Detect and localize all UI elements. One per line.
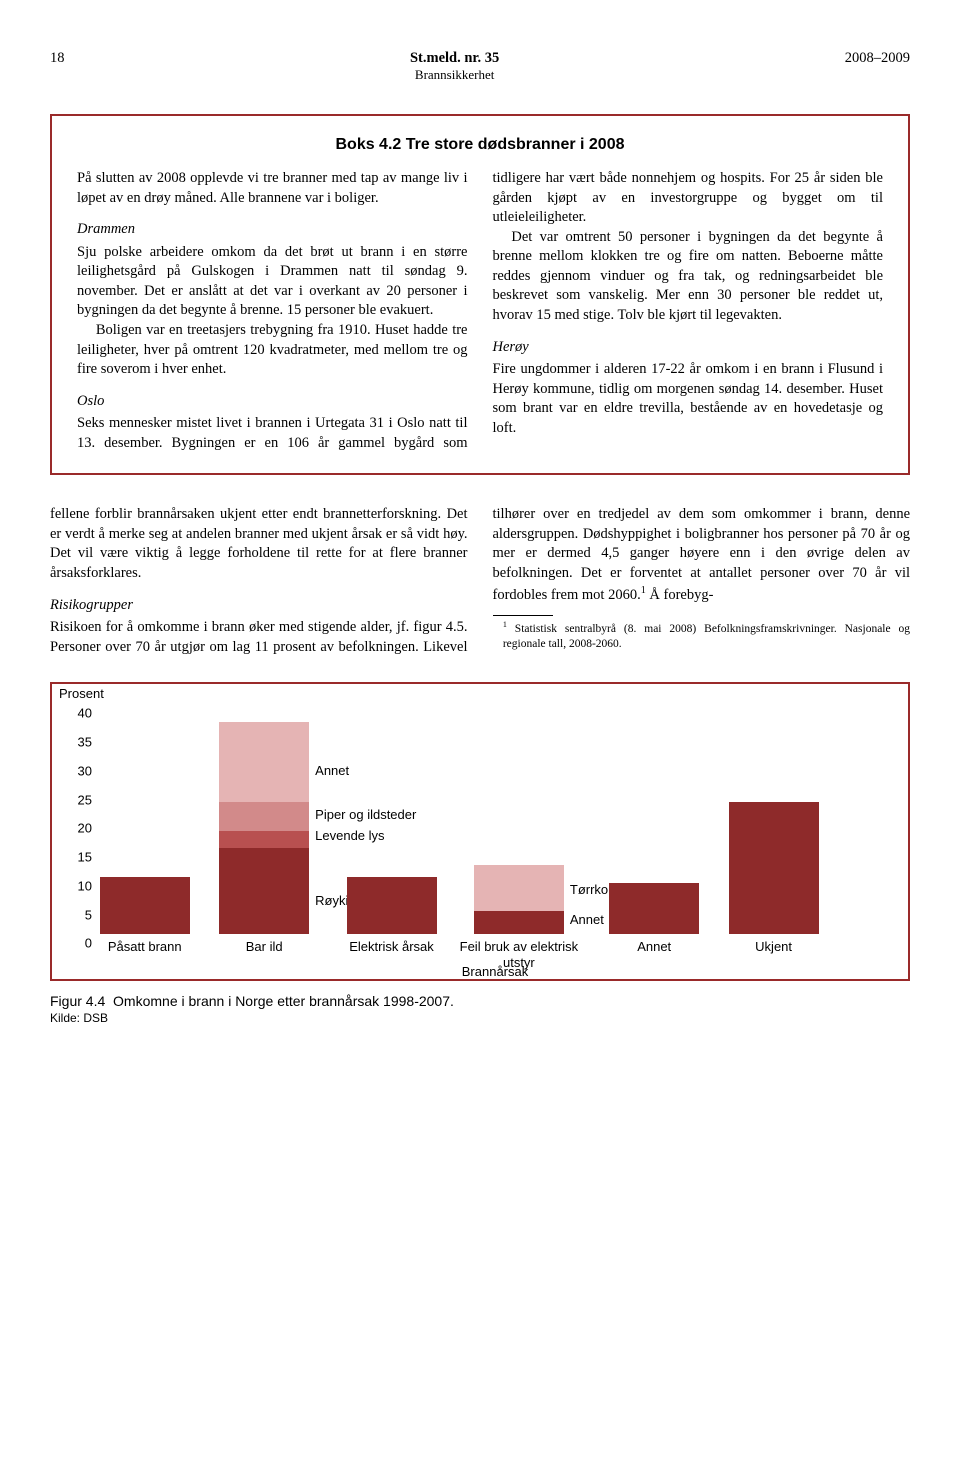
doc-subtitle: Brannsikkerhet <box>415 67 494 82</box>
x-axis-title: Brannårsak <box>97 964 893 979</box>
boks-h-heroy: Herøy <box>493 338 884 358</box>
category-label: Elektrisk årsak <box>349 934 434 955</box>
figure-caption: Figur 4.4 Omkomne i brann i Norge etter … <box>50 993 910 1009</box>
figure-text: Omkomne i brann i Norge etter brannårsak… <box>113 993 454 1009</box>
boks-h-oslo: Oslo <box>77 392 468 412</box>
bar-segment <box>219 802 309 831</box>
y-tick: 30 <box>67 763 92 778</box>
category-label: Ukjent <box>755 934 792 955</box>
y-tick: 0 <box>67 936 92 951</box>
bar-segment <box>609 883 699 935</box>
boks-body: På slutten av 2008 opplevde vi tre brann… <box>77 169 883 453</box>
segment-label: Annet <box>570 912 604 927</box>
figure-source: Kilde: DSB <box>50 1011 910 1025</box>
category-label: Bar ild <box>246 934 283 955</box>
boks-4-2: Boks 4.2 Tre store dødsbranner i 2008 På… <box>50 114 910 475</box>
y-tick: 15 <box>67 850 92 865</box>
bar-segment <box>219 831 309 848</box>
y-tick: 20 <box>67 821 92 836</box>
bar-segment <box>219 848 309 934</box>
boks-p3: Boligen var en treetasjers trebygning fr… <box>77 321 468 380</box>
footnote-rule <box>493 615 553 616</box>
boks-p5: Det var omtrent 50 personer i bygningen … <box>493 228 884 326</box>
body-columns: fellene forblir brannårsaken ukjent ette… <box>50 505 910 657</box>
boks-h-drammen: Drammen <box>77 220 468 240</box>
body-h-risiko: Risikogrupper <box>50 596 468 616</box>
body-p1: fellene forblir brannårsaken ukjent ette… <box>50 505 468 583</box>
y-tick: 10 <box>67 878 92 893</box>
body-p2-tail: Å forebyg- <box>646 586 714 602</box>
page-number: 18 <box>50 50 65 84</box>
bar-segment <box>474 865 564 911</box>
boks-p2: Sju polske arbeidere omkom da det brøt u… <box>77 243 468 321</box>
y-tick: 40 <box>67 706 92 721</box>
footnote-1: 1 Statistisk sentralbyrå (8. mai 2008) B… <box>493 620 911 653</box>
doc-year: 2008–2009 <box>845 50 910 84</box>
y-axis-label: Prosent <box>59 686 104 701</box>
bar-segment <box>729 802 819 934</box>
boks-p6: Fire ungdommer i alderen 17-22 år omkom … <box>493 360 884 438</box>
boks-title: Boks 4.2 Tre store dødsbranner i 2008 <box>77 136 883 154</box>
segment-label: Annet <box>315 763 349 778</box>
footnote-num: 1 <box>503 620 507 629</box>
boks-p1: På slutten av 2008 opplevde vi tre brann… <box>77 169 468 208</box>
segment-label: Piper og ildsteder <box>315 807 416 822</box>
bar-segment <box>219 722 309 803</box>
chart-area: Prosent 0510152025303540Påsatt brannRøyk… <box>97 694 893 974</box>
plot: 0510152025303540Påsatt brannRøykingLeven… <box>97 704 893 934</box>
y-tick: 25 <box>67 792 92 807</box>
category-label: Annet <box>637 934 671 955</box>
footnote-text: Statistisk sentralbyrå (8. mai 2008) Bef… <box>503 623 910 651</box>
doc-title: St.meld. nr. 35 <box>410 50 499 66</box>
bar-segment <box>100 877 190 935</box>
bar-segment <box>347 877 437 935</box>
page-header: 18 St.meld. nr. 35 Brannsikkerhet 2008–2… <box>50 50 910 84</box>
category-label: Påsatt brann <box>108 934 182 955</box>
figure-number: Figur 4.4 <box>50 993 105 1009</box>
segment-label: Levende lys <box>315 828 384 843</box>
y-tick: 5 <box>67 907 92 922</box>
y-tick: 35 <box>67 735 92 750</box>
bar-segment <box>474 911 564 934</box>
chart-frame: Prosent 0510152025303540Påsatt brannRøyk… <box>50 682 910 981</box>
